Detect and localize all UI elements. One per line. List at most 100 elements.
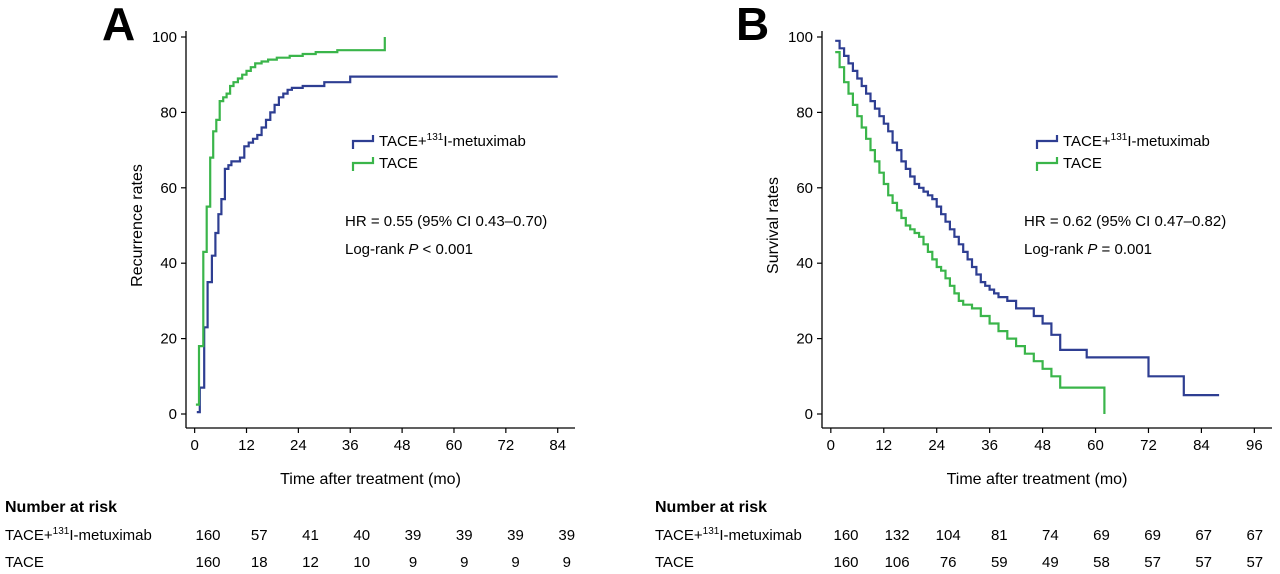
panel-a-y-tick-label: 20 bbox=[160, 331, 177, 348]
panel-a-risk-value: 39 bbox=[405, 527, 422, 544]
panel-b-legend-entry-text: TACE bbox=[1063, 155, 1102, 172]
panel-a-y-tick-label: 100 bbox=[152, 29, 177, 46]
panel-b-y-tick-label: 80 bbox=[796, 104, 813, 121]
panel-b-risk-value: 57 bbox=[1144, 554, 1161, 571]
panel-a-y-tick-label: 40 bbox=[160, 255, 177, 272]
panel-a-x-tick-label: 12 bbox=[238, 437, 255, 454]
panel-b-risk-value: 67 bbox=[1195, 527, 1212, 544]
panel-b-legend-entry-superscript: 131 bbox=[1111, 132, 1128, 143]
panel-a-risk-value: 9 bbox=[563, 554, 571, 571]
panel-b-x-tick-label: 12 bbox=[875, 437, 892, 454]
panel-a-risk-value: 57 bbox=[251, 527, 268, 544]
panel-b-risk-value: 49 bbox=[1042, 554, 1059, 571]
panel-b-risk-value: 57 bbox=[1195, 554, 1212, 571]
panel-b-log-rank-p: P bbox=[1087, 241, 1097, 258]
panel-b-label: B bbox=[736, 0, 769, 50]
panel-a-risk-value: 39 bbox=[558, 527, 575, 544]
panel-b-legend-swatch bbox=[1035, 157, 1059, 171]
panel-b-y-tick-label: 60 bbox=[796, 180, 813, 197]
panel-a-legend-entry-text: TACE bbox=[379, 155, 418, 172]
panel-a-risk-value: 9 bbox=[409, 554, 417, 571]
panel-b-risk-value: 160 bbox=[833, 527, 858, 544]
panel-b-risk-row-label: TACE+131I-metuximab bbox=[655, 526, 802, 544]
panel-a-x-tick-label: 24 bbox=[290, 437, 307, 454]
panel-b-legend-swatch bbox=[1035, 135, 1059, 149]
panel-a-risk-value: 39 bbox=[507, 527, 524, 544]
panel-a-x-tick-label: 48 bbox=[394, 437, 411, 454]
panel-a-y-tick-label: 0 bbox=[169, 406, 177, 423]
panel-b-x-tick-label: 84 bbox=[1193, 437, 1210, 454]
panel-a-y-tick-label: 60 bbox=[160, 180, 177, 197]
panel-b-legend-entry: TACE bbox=[1063, 155, 1102, 172]
panel-a-x-tick-label: 60 bbox=[446, 437, 463, 454]
panel-a-risk-value: 10 bbox=[353, 554, 370, 571]
panel-a-risk-value: 40 bbox=[353, 527, 370, 544]
panel-a-x-tick-label: 72 bbox=[498, 437, 515, 454]
panel-b-log-rank: Log-rank P = 0.001 bbox=[1024, 241, 1152, 258]
panel-a-risk-row-label-superscript: 131 bbox=[53, 526, 70, 537]
panel-b-x-tick-label: 0 bbox=[827, 437, 835, 454]
panel-b-y-axis-label: Survival rates bbox=[765, 177, 782, 274]
panel-b-risk-row-label: TACE bbox=[655, 554, 694, 571]
panel-b-series-tace-131i-metuximab-line bbox=[835, 39, 1220, 397]
panel-b-risk-value: 106 bbox=[885, 554, 910, 571]
panel-a-legend-entry-superscript: 131 bbox=[427, 132, 444, 143]
panel-a-log-rank: Log-rank P < 0.001 bbox=[345, 241, 473, 258]
panel-b-chart: B 0 20 40 60 80 100 0 12 24 36 48 60 72 84 96 Survival r… bbox=[655, 0, 1272, 571]
panel-a-x-tick-label: 36 bbox=[342, 437, 359, 454]
panel-a-series-tace-line bbox=[195, 37, 386, 406]
panel-b-risk-value: 69 bbox=[1093, 527, 1110, 544]
panel-a-legend-entry-prefix: TACE+ bbox=[379, 133, 427, 150]
panel-b-risk-value: 59 bbox=[991, 554, 1008, 571]
panel-b-risk-value: 74 bbox=[1042, 527, 1059, 544]
panel-b-x-tick-label: 36 bbox=[981, 437, 998, 454]
panel-b-risk-row-label-prefix: TACE+ bbox=[655, 527, 703, 544]
panel-a-legend-entry: TACE+131I-metuximab bbox=[379, 132, 526, 150]
panel-a-risk-value: 12 bbox=[302, 554, 319, 571]
panel-b-x-tick-label: 96 bbox=[1246, 437, 1263, 454]
panel-a-risk-value: 18 bbox=[251, 554, 268, 571]
panel-a-risk-value: 41 bbox=[302, 527, 319, 544]
panel-b-x-axis-label: Time after treatment (mo) bbox=[947, 471, 1128, 488]
panel-b-risk-row-label-superscript: 131 bbox=[703, 526, 720, 537]
panel-a-risk-value: 9 bbox=[460, 554, 468, 571]
panel-a-series-tace-131i-metuximab-line bbox=[196, 75, 558, 414]
panel-a-y-tick-label: 80 bbox=[160, 104, 177, 121]
panel-a-x-axis-label: Time after treatment (mo) bbox=[280, 471, 461, 488]
panel-b-risk-row-label-suffix: I-metuximab bbox=[719, 527, 802, 544]
panel-b-risk-value: 58 bbox=[1093, 554, 1110, 571]
panel-b-series-tace-line bbox=[835, 51, 1106, 414]
panel-b-x-tick-label: 24 bbox=[928, 437, 945, 454]
panel-a-risk-row-label-prefix: TACE bbox=[5, 554, 44, 571]
panel-a-x-tick-label: 84 bbox=[549, 437, 566, 454]
panel-a-log-rank-p: P bbox=[408, 241, 418, 258]
panel-b-legend-entry-prefix: TACE+ bbox=[1063, 133, 1111, 150]
panel-b-log-rank-prefix: Log-rank bbox=[1024, 241, 1087, 258]
panel-b-y-tick-label: 0 bbox=[805, 406, 813, 423]
panel-b-risk-value: 160 bbox=[833, 554, 858, 571]
panel-b-risk-row-label-prefix: TACE bbox=[655, 554, 694, 571]
panel-b-x-tick-label: 72 bbox=[1140, 437, 1157, 454]
panel-b-risk-value: 81 bbox=[991, 527, 1008, 544]
panel-b-y-tick-label: 20 bbox=[796, 331, 813, 348]
panel-a-x-tick-label: 0 bbox=[190, 437, 198, 454]
panel-b-risk-value: 67 bbox=[1246, 527, 1263, 544]
panel-a-risk-value: 160 bbox=[195, 554, 220, 571]
panel-a-log-rank-prefix: Log-rank bbox=[345, 241, 408, 258]
panel-a-risk-row-label: TACE bbox=[5, 554, 44, 571]
panel-a-risk-row-label: TACE+131I-metuximab bbox=[5, 526, 152, 544]
panel-a-risk-table-title: Number at risk bbox=[5, 499, 117, 516]
panel-b-risk-value: 57 bbox=[1246, 554, 1263, 571]
panel-a-legend-swatch bbox=[351, 157, 375, 171]
panel-b-y-tick-label: 40 bbox=[796, 255, 813, 272]
panel-a-risk-value: 160 bbox=[195, 527, 220, 544]
panel-b-hazard-ratio: HR = 0.62 (95% CI 0.47–0.82) bbox=[1024, 213, 1226, 230]
panel-b-x-tick-label: 48 bbox=[1034, 437, 1051, 454]
panel-b-risk-value: 132 bbox=[885, 527, 910, 544]
panel-b-risk-value: 104 bbox=[936, 527, 961, 544]
panel-a-risk-row-label-prefix: TACE+ bbox=[5, 527, 53, 544]
panel-a-y-axis-label: Recurrence rates bbox=[129, 164, 146, 287]
panel-a-hazard-ratio: HR = 0.55 (95% CI 0.43–0.70) bbox=[345, 213, 547, 230]
panel-b-risk-value: 76 bbox=[940, 554, 957, 571]
panel-b-log-rank-value: = 0.001 bbox=[1097, 241, 1152, 258]
